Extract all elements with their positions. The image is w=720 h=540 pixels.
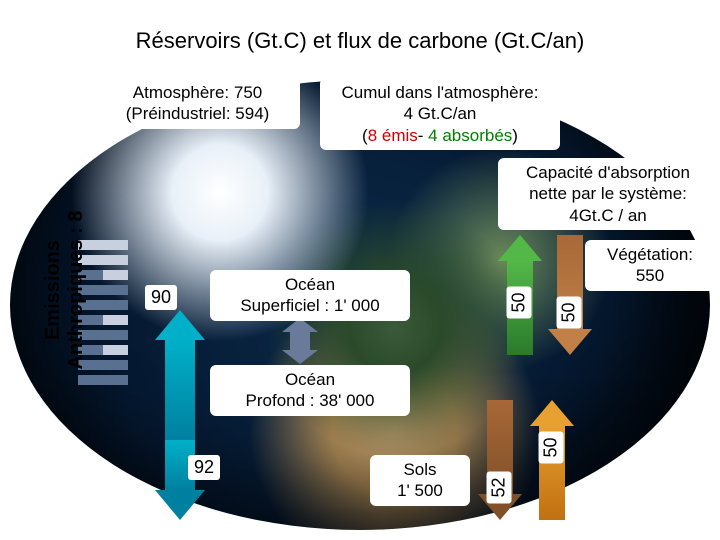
capacity-line1: Capacité d'absorption: [508, 162, 708, 183]
soils-label: Sols 1' 500: [370, 455, 470, 506]
vegetation-label: Végétation: 550: [585, 240, 715, 291]
ocean-up-arrow: [155, 310, 205, 440]
ocean-up-value: 90: [145, 285, 177, 310]
soils-line1: Sols: [380, 459, 460, 480]
emissions-line1: Emissions: [42, 160, 65, 420]
vegetation-line2: 550: [595, 265, 705, 286]
atmosphere-label: Atmosphère: 750 (Préindustriel: 594): [95, 78, 300, 129]
ocean-down-arrow: [155, 440, 205, 520]
ocean-surf-line2: Superficiel : 1' 000: [220, 295, 400, 316]
soil-down-value: 52: [487, 471, 512, 503]
soils-line2: 1' 500: [380, 480, 460, 501]
ocean-surface-label: Océan Superficiel : 1' 000: [210, 270, 410, 321]
capacity-line3: 4Gt.C / an: [508, 205, 708, 226]
soil-up-value: 50: [539, 431, 564, 463]
cumul-label: Cumul dans l'atmosphère: 4 Gt.C/an (8 ém…: [320, 78, 560, 150]
page-title: Réservoirs (Gt.C) et flux de carbone (Gt…: [0, 28, 720, 54]
capacity-label: Capacité d'absorption nette par le systè…: [498, 158, 718, 230]
cumul-paren-close: ): [512, 126, 518, 145]
atmosphere-line1: Atmosphère: 750: [105, 82, 290, 103]
veg-down-value: 50: [557, 296, 582, 328]
ocean-down-value: 92: [188, 455, 220, 480]
cumul-emitted: 8 émis: [368, 126, 418, 145]
veg-up-value: 50: [507, 286, 532, 318]
ocean-deep-line2: Profond : 38' 000: [220, 390, 400, 411]
vegetation-line1: Végétation:: [595, 244, 705, 265]
cumul-absorbed: 4 absorbés: [428, 126, 512, 145]
emissions-line2: Anthropiques : 8: [65, 160, 88, 420]
ocean-surf-line1: Océan: [220, 274, 400, 295]
cumul-dash: -: [418, 126, 428, 145]
emissions-axis-label: Emissions Anthropiques : 8: [42, 160, 88, 420]
ocean-deep-label: Océan Profond : 38' 000: [210, 365, 410, 416]
capacity-line2: nette par le système:: [508, 183, 708, 204]
ocean-exchange-arrow: [282, 318, 318, 364]
cumul-line2: 4 Gt.C/an: [330, 103, 550, 124]
ocean-deep-line1: Océan: [220, 369, 400, 390]
cumul-line1: Cumul dans l'atmosphère:: [330, 82, 550, 103]
atmosphere-line2: (Préindustriel: 594): [105, 103, 290, 124]
cumul-line3: (8 émis- 4 absorbés): [330, 125, 550, 146]
